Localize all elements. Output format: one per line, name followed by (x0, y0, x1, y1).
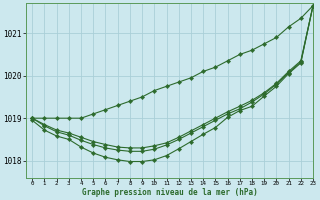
X-axis label: Graphe pression niveau de la mer (hPa): Graphe pression niveau de la mer (hPa) (82, 188, 258, 197)
